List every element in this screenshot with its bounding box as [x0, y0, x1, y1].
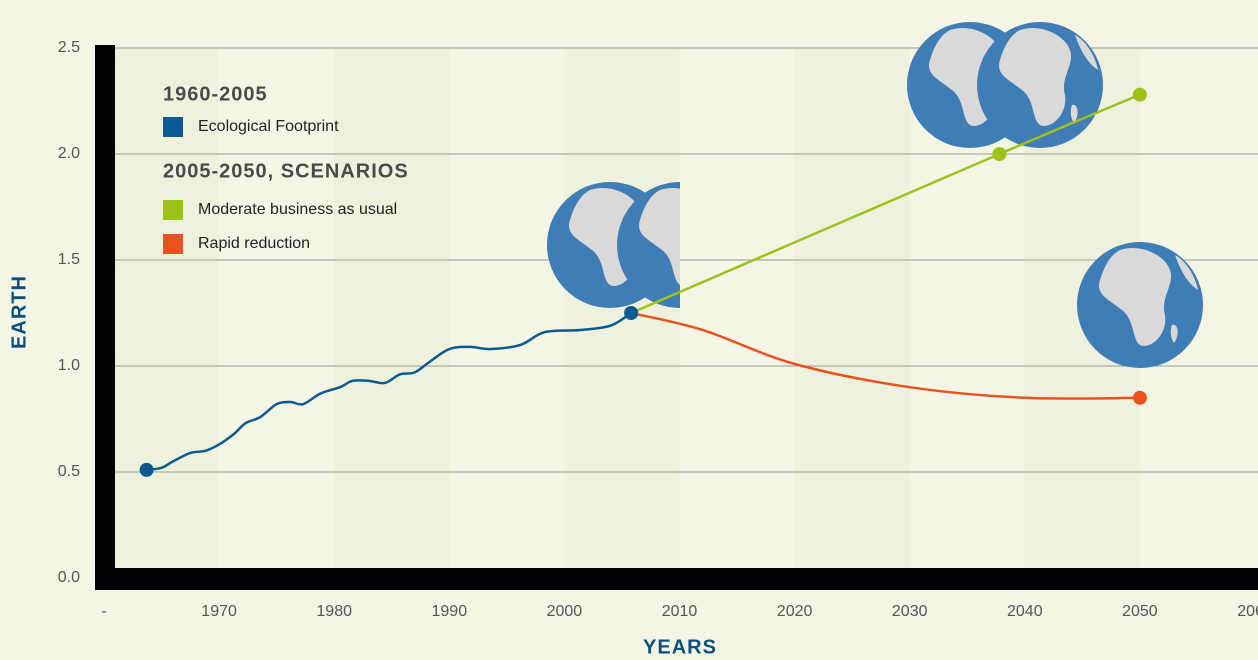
point: [1132, 87, 1147, 102]
globe-pair: [547, 182, 680, 308]
legend-swatch: [163, 200, 183, 220]
x-tick-label: 1970: [201, 603, 237, 620]
legend-label: Ecological Footprint: [198, 118, 339, 135]
x-tick-label: 2030: [892, 603, 928, 620]
y-tick-label: 1.5: [58, 251, 80, 268]
legend-label: Moderate business as usual: [198, 201, 397, 218]
x-tick-label: 1980: [316, 603, 352, 620]
band: [564, 48, 680, 578]
y-tick-label: 2.5: [58, 39, 80, 56]
x-axis-label: YEARS: [643, 636, 717, 658]
legend-group-title: 1960-2005: [163, 83, 268, 105]
point: [1132, 390, 1147, 405]
legend-swatch: [163, 234, 183, 254]
line: [630, 311, 1140, 400]
y-tick-label: 0.5: [58, 463, 80, 480]
x-tick-label: 2010: [662, 603, 698, 620]
point: [139, 462, 154, 477]
point: [992, 147, 1007, 161]
line: [146, 311, 632, 472]
y-tick-label: 2.0: [58, 145, 80, 162]
globe-pair: [907, 22, 1103, 148]
point: [624, 306, 639, 320]
x-tick-label: 2000: [547, 603, 583, 620]
globe: [1077, 242, 1203, 368]
line: [630, 93, 1141, 315]
y-tick-label: 0.0: [58, 569, 80, 586]
x-axis-bar: [95, 568, 1258, 590]
legend-group-title: 2005-2050, SCENARIOS: [163, 160, 409, 182]
x-tick-label: 2040: [1007, 603, 1043, 620]
legend-label: Rapid reduction: [198, 235, 310, 252]
y-axis-bar: [95, 45, 115, 590]
y-axis-label: EARTH: [8, 275, 30, 349]
y-tick-label: 1.0: [58, 357, 80, 374]
band: [104, 48, 220, 578]
x-tick-label: -: [101, 603, 106, 620]
x-tick-label: 2060: [1237, 603, 1258, 620]
x-tick-label: 2020: [777, 603, 813, 620]
band: [794, 48, 910, 578]
band: [334, 48, 450, 578]
legend-swatch: [163, 117, 183, 137]
x-tick-label: 1990: [432, 603, 468, 620]
x-tick-label: 2050: [1122, 603, 1158, 620]
